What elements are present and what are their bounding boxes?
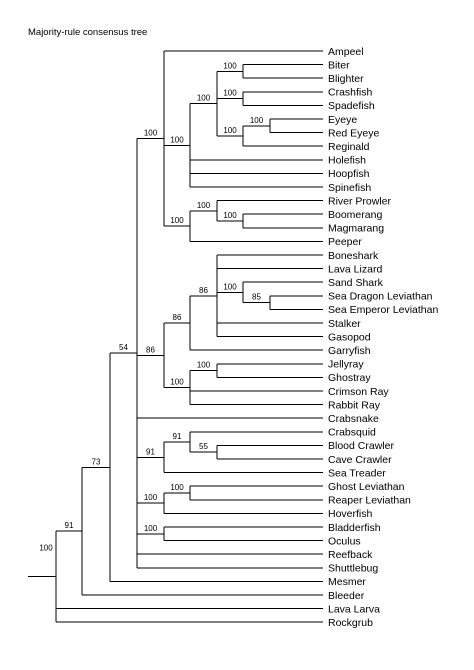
support-value-n-0-0-0-3-0: 91 xyxy=(173,432,182,441)
support-value-n-0-0-0-1-1-0: 100 xyxy=(197,361,211,370)
leaf-label-ghostray: Ghostray xyxy=(328,372,371,384)
leaf-label-bladderfish: Bladderfish xyxy=(328,522,381,534)
support-value-n-0-0-0-0-1-0-2: 100 xyxy=(223,126,237,135)
leaf-label-boneshark: Boneshark xyxy=(328,250,379,262)
leaf-label-peeper: Peeper xyxy=(328,236,362,248)
leaf-label-rabbit-ray: Rabbit Ray xyxy=(328,399,381,411)
support-value-n-0: 91 xyxy=(65,521,74,530)
support-value-n-0-0-0-1-0-0-2-1: 85 xyxy=(252,293,261,302)
leaf-label-reaper-leviathan: Reaper Leviathan xyxy=(328,495,411,507)
leaf-label-gasopod: Gasopod xyxy=(328,331,371,343)
leaf-label-oculus: Oculus xyxy=(328,535,361,547)
support-value-n-0-0: 73 xyxy=(92,457,101,466)
leaf-label-spinefish: Spinefish xyxy=(328,182,371,194)
support-value-n-0-0-0-4: 100 xyxy=(144,493,158,502)
leaf-label-crabsquid: Crabsquid xyxy=(328,427,376,439)
leaf-label-eyeye: Eyeye xyxy=(328,114,357,126)
support-value-n-0-0-0-0: 100 xyxy=(144,129,158,138)
support-value-n-0-0-0-0-1-0: 100 xyxy=(197,94,211,103)
leaf-label-mesmer: Mesmer xyxy=(328,576,366,588)
leaf-label-garryfish: Garryfish xyxy=(328,345,371,357)
support-value-n-0-0-0-0-2-0-1: 100 xyxy=(223,211,237,220)
support-value-n-0-0-0-1-0: 86 xyxy=(173,313,182,322)
leaf-label-biter: Biter xyxy=(328,59,350,71)
support-value-n-0-0-0-0-1-0-2-0: 100 xyxy=(250,116,264,125)
support-value-n-0-0-0-0-1: 100 xyxy=(170,135,184,144)
support-value-n-0-0-0: 54 xyxy=(119,343,128,352)
support-value-n-0-0-0-0-1-0-0: 100 xyxy=(223,61,237,70)
leaf-label-lava-larva: Lava Larva xyxy=(328,603,380,615)
support-value-n-0-0-0-5: 100 xyxy=(144,524,158,533)
leaf-label-crimson-ray: Crimson Ray xyxy=(328,386,389,398)
leaf-label-reginald: Reginald xyxy=(328,141,370,153)
leaf-label-sand-shark: Sand Shark xyxy=(328,277,384,289)
leaf-label-crashfish: Crashfish xyxy=(328,87,373,99)
support-value-n-0-0-0-1: 86 xyxy=(146,345,155,354)
leaf-label-ghost-leviathan: Ghost Leviathan xyxy=(328,481,405,493)
leaf-label-spadefish: Spadefish xyxy=(328,100,375,112)
leaf-label-river-prowler: River Prowler xyxy=(328,195,392,207)
leaf-label-hoverfish: Hoverfish xyxy=(328,508,373,520)
support-value-n-0-0-0-0-2-0: 100 xyxy=(197,201,211,210)
leaf-label-shuttlebug: Shuttlebug xyxy=(328,563,378,575)
leaf-label-bleeder: Bleeder xyxy=(328,590,365,602)
leaf-label-stalker: Stalker xyxy=(328,318,361,330)
leaf-label-sea-emperor-leviathan: Sea Emperor Leviathan xyxy=(328,304,438,316)
support-value-n-0-0-0-1-0-0-2: 100 xyxy=(223,282,237,291)
support-value-root: 100 xyxy=(39,544,53,553)
leaf-label-rockgrub: Rockgrub xyxy=(328,617,373,629)
leaf-label-holefish: Holefish xyxy=(328,155,366,167)
support-value-n-0-0-0-1-1: 100 xyxy=(170,378,184,387)
leaf-label-blood-crawler: Blood Crawler xyxy=(328,440,394,452)
leaf-label-crabsnake: Crabsnake xyxy=(328,413,379,425)
support-value-n-0-0-0-3-0-1: 55 xyxy=(199,442,208,451)
support-value-n-0-0-0-3: 91 xyxy=(146,447,155,456)
leaf-label-sea-treader: Sea Treader xyxy=(328,467,386,479)
support-value-n-0-0-0-4-0: 100 xyxy=(170,483,184,492)
leaf-label-boomerang: Boomerang xyxy=(328,209,382,221)
leaf-label-ampeel: Ampeel xyxy=(328,46,364,58)
leaf-label-blighter: Blighter xyxy=(328,73,364,85)
support-value-n-0-0-0-0-2: 100 xyxy=(170,216,184,225)
leaf-label-sea-dragon-leviathan: Sea Dragon Leviathan xyxy=(328,291,433,303)
leaf-label-jellyray: Jellyray xyxy=(328,359,364,371)
leaf-label-red-eyeye: Red Eyeye xyxy=(328,127,380,139)
tree-title: Majority-rule consensus tree xyxy=(28,27,148,38)
leaf-label-hoopfish: Hoopfish xyxy=(328,168,370,180)
leaf-label-reefback: Reefback xyxy=(328,549,373,561)
support-value-n-0-0-0-1-0-0: 86 xyxy=(199,286,208,295)
support-value-n-0-0-0-0-1-0-1: 100 xyxy=(223,89,237,98)
leaf-label-lava-lizard: Lava Lizard xyxy=(328,263,382,275)
leaf-label-cave-crawler: Cave Crawler xyxy=(328,454,392,466)
leaf-label-magmarang: Magmarang xyxy=(328,223,384,235)
